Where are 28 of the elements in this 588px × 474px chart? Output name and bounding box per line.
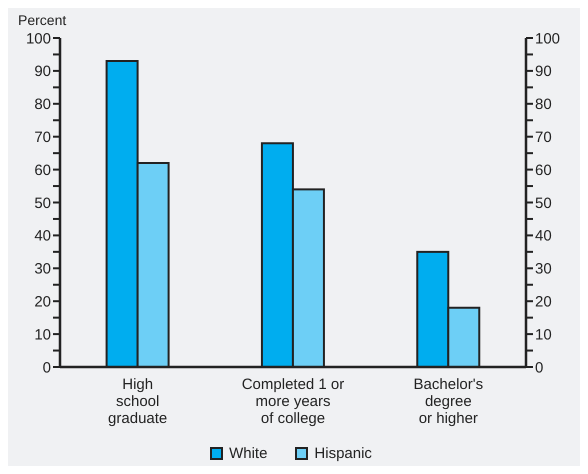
y-tick-label: 40 xyxy=(34,228,51,245)
y-tick-label: 50 xyxy=(34,194,51,212)
y2-tick-label: 40 xyxy=(535,228,552,245)
y-tick-label: 70 xyxy=(34,129,51,146)
y-tick-label: 0 xyxy=(42,359,51,376)
y2-tick-label: 60 xyxy=(535,162,552,179)
x-tick-label: Bachelor's degree or higher xyxy=(414,376,484,427)
y-tick-label: 100 xyxy=(26,30,51,48)
y2-tick-label: 10 xyxy=(535,326,552,344)
y2-tick-label: 100 xyxy=(535,30,560,48)
y2-tick-label: 50 xyxy=(535,194,552,212)
x-tick-label: Completed 1 or more years of college xyxy=(242,376,344,427)
y-axis-title: Percent xyxy=(18,12,66,28)
y-tick-label: 80 xyxy=(34,96,51,114)
y2-tick-label: 70 xyxy=(535,129,552,146)
y2-tick-label: 20 xyxy=(535,294,552,311)
legend-label: White xyxy=(229,445,268,462)
y2-tick-label: 30 xyxy=(535,260,552,278)
y2-tick-label: 0 xyxy=(535,359,544,376)
y-tick-label: 60 xyxy=(34,162,51,179)
y-tick-label: 20 xyxy=(34,294,51,311)
x-tick-label: High school graduate xyxy=(108,376,168,427)
y2-tick-label: 80 xyxy=(535,96,552,114)
y-tick-label: 10 xyxy=(34,326,51,344)
y2-tick-label: 90 xyxy=(535,63,552,80)
y-tick-label: 90 xyxy=(34,63,51,80)
y-tick-label: 30 xyxy=(34,260,51,278)
legend-label: Hispanic xyxy=(314,445,372,462)
